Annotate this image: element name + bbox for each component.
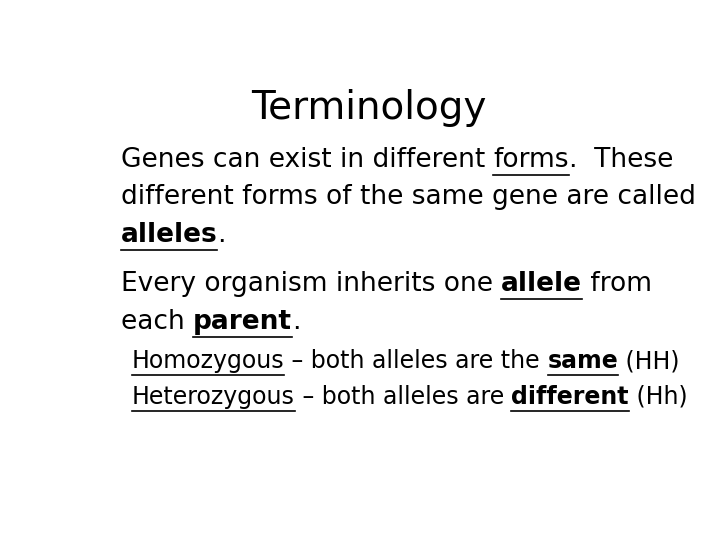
Text: .: . — [217, 221, 226, 247]
Text: forms: forms — [493, 147, 569, 173]
Text: each: each — [121, 309, 193, 335]
Text: same: same — [548, 349, 618, 373]
Text: different forms of the same gene are called: different forms of the same gene are cal… — [121, 184, 696, 210]
Text: Genes can exist in different: Genes can exist in different — [121, 147, 493, 173]
Text: – both alleles are the: – both alleles are the — [284, 349, 548, 373]
Text: .: . — [292, 309, 300, 335]
Text: Every organism inherits one: Every organism inherits one — [121, 272, 501, 298]
Text: .  These: . These — [569, 147, 673, 173]
Text: – both alleles are: – both alleles are — [294, 384, 511, 409]
Text: Heterozygous: Heterozygous — [132, 384, 294, 409]
Text: allele: allele — [501, 272, 582, 298]
Text: parent: parent — [193, 309, 292, 335]
Text: different: different — [511, 384, 629, 409]
Text: (Hh): (Hh) — [629, 384, 688, 409]
Text: (HH): (HH) — [618, 349, 680, 373]
Text: from: from — [582, 272, 652, 298]
Text: Terminology: Terminology — [251, 90, 487, 127]
Text: alleles: alleles — [121, 221, 217, 247]
Text: Homozygous: Homozygous — [132, 349, 284, 373]
